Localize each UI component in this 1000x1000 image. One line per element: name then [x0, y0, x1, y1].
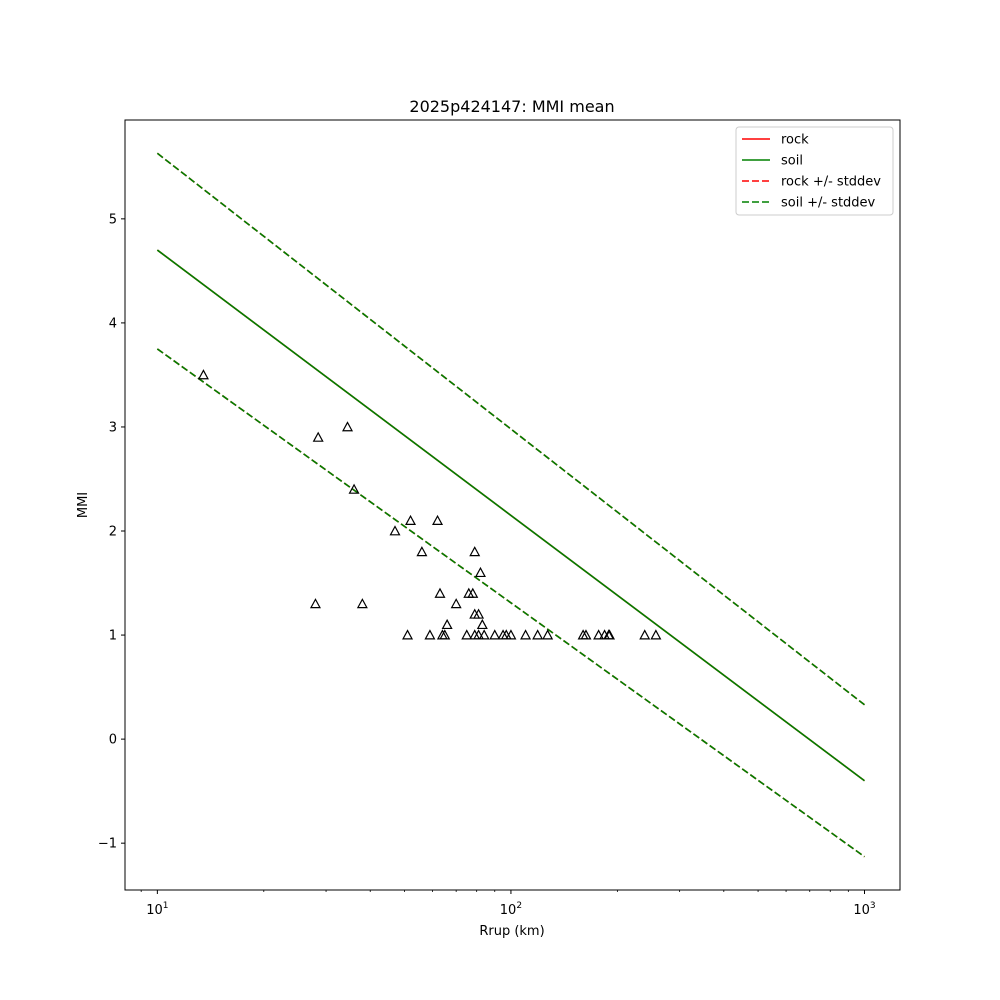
observation-point — [467, 587, 479, 598]
observation-point — [473, 608, 485, 619]
observation-point — [461, 629, 473, 640]
legend-label: rock — [781, 133, 809, 148]
observation-point — [469, 546, 481, 557]
observation-point — [432, 514, 444, 526]
observation-point — [441, 618, 453, 630]
observation-point — [580, 629, 592, 640]
legend-label: soil — [781, 154, 803, 169]
x-tick-label: 102 — [500, 901, 522, 918]
y-tick-label: 3 — [109, 420, 117, 435]
observation-point — [405, 514, 417, 526]
series-line-soil-stddev-lower — [156, 348, 865, 858]
observation-point — [402, 629, 414, 640]
chart-title: 2025p424147: MMI mean — [409, 97, 614, 116]
legend: rock soil rock +/- stddev soil +/- stddev — [735, 126, 894, 216]
observation-point — [478, 629, 490, 640]
observation-point — [356, 598, 368, 609]
observation-point — [542, 629, 554, 640]
observation-point — [342, 421, 354, 432]
y-tick-label: 1 — [109, 629, 117, 644]
observation-point — [450, 598, 462, 609]
series-line-soil-stddev — [156, 152, 866, 706]
y-tick-label: 2 — [109, 525, 117, 540]
observation-point — [593, 629, 605, 640]
legend-label: soil +/- stddev — [781, 196, 876, 211]
observation-point — [639, 629, 651, 640]
observation-point — [603, 629, 616, 640]
observation-point — [348, 483, 360, 494]
observation-point — [424, 629, 436, 640]
y-axis-label: MMI — [76, 492, 91, 518]
y-tick-label: 5 — [109, 212, 117, 227]
observation-point — [309, 598, 321, 609]
observation-point — [473, 629, 485, 640]
series-line-soil — [156, 249, 865, 782]
observation-point — [416, 546, 428, 557]
observation-point — [197, 369, 209, 380]
x-axis: 101 102 103 — [140, 890, 876, 918]
x-tick-label: 101 — [146, 901, 168, 918]
y-tick-label: 0 — [109, 733, 117, 748]
observation-point — [312, 431, 324, 442]
y-axis: −1 0 1 2 3 4 5 — [98, 212, 125, 852]
observation-point — [532, 629, 544, 640]
legend-label: rock +/- stddev — [781, 175, 881, 190]
observation-point — [520, 629, 532, 640]
observation-point — [389, 525, 401, 536]
plot-frame — [124, 119, 901, 891]
observation-point — [476, 618, 488, 630]
legend-box — [735, 126, 894, 216]
observation-point — [474, 566, 486, 578]
observation-point — [434, 587, 446, 598]
observation-point — [439, 629, 451, 640]
observation-point — [650, 629, 662, 640]
observation-point — [505, 629, 517, 640]
y-tick-label: −1 — [98, 837, 117, 852]
x-tick-label: 103 — [853, 901, 875, 918]
observation-point — [489, 629, 501, 640]
y-tick-label: 4 — [109, 316, 117, 331]
x-axis-label: Rrup (km) — [479, 924, 544, 939]
